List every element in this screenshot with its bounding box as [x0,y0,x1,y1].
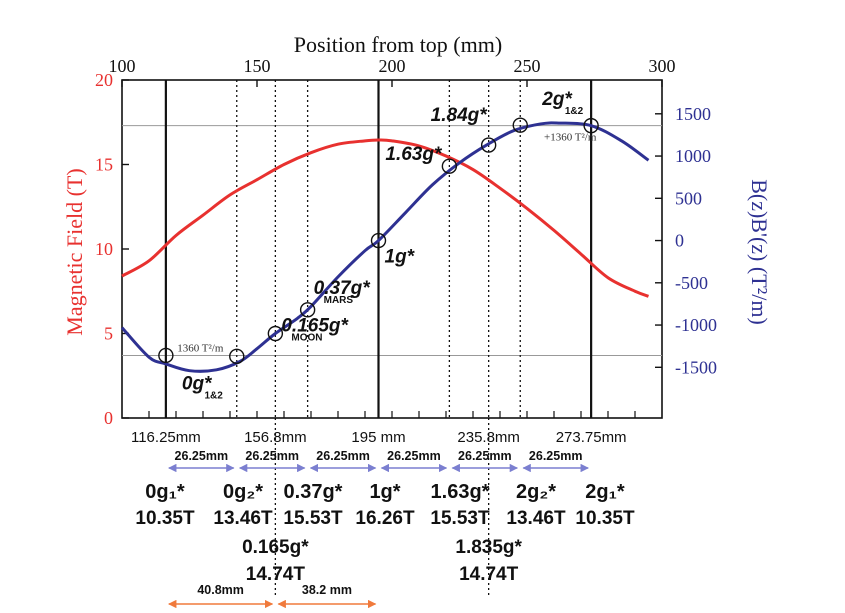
top-axis-title: Position from top (mm) [294,32,502,57]
point-label-subscript: 1&2 [204,390,223,401]
right-axis-tick-label: -1000 [675,315,717,335]
data-point-marker [267,325,284,342]
right-axis-title: B(z)B'(z) (T²/m) [747,179,772,325]
gravity-label: 2g₂* [516,481,556,503]
point-label-subscript: MARS [324,295,354,306]
position-label: 273.75mm [556,429,627,446]
field-value-label: 13.46T [213,508,273,529]
data-point-marker [299,302,316,318]
right-axis-tick-label: 500 [675,188,702,208]
gravity-label: 1g* [369,481,400,503]
left-axis-tick-label: 10 [95,239,113,259]
gravity-label: 2g₁* [585,481,625,503]
field-value-label: 15.53T [430,508,490,529]
field-gradient-curve [120,121,650,373]
point-label: 2g* [541,89,573,110]
point-label: 1.63g* [385,144,443,165]
data-point-marker [441,158,458,174]
field-value-label: 15.53T [283,508,343,529]
position-label: 235.8mm [457,429,520,446]
data-point-marker [480,137,497,153]
point-label: 0.37g* [314,278,372,299]
spacing-label: 26.25mm [529,449,583,463]
left-axis-tick-label: 5 [104,324,113,344]
top-axis-tick-label: 300 [649,56,676,76]
gravity-label: 0g₁* [145,481,185,503]
spacing-label: 26.25mm [316,449,370,463]
spacing-label: 26.25mm [458,449,512,463]
point-label: 1g* [385,247,416,268]
reference-line-label: 1360 T²/m [177,342,224,354]
lower-spacing-label: 38.2 mm [302,583,352,597]
point-label: 1.84g* [431,105,489,126]
position-label: 116.25mm [131,429,201,446]
gravity-label: 0.165g* [242,537,309,558]
point-label: 0g* [182,373,213,394]
right-axis-tick-label: -1500 [675,357,717,377]
field-value-label: 14.74T [246,564,306,585]
left-axis-title: Magnetic Field (T) [62,168,87,335]
top-axis-tick-label: 250 [514,56,541,76]
point-label-subscript: MOON [291,333,322,344]
left-axis-tick-label: 0 [104,408,113,428]
spacing-label: 26.25mm [387,449,441,463]
point-label-subscript: 1&2 [565,106,584,117]
field-value-label: 14.74T [459,564,519,585]
gravity-label: 0.37g* [284,481,343,503]
magnetic-field-curve [121,138,650,298]
right-axis-tick-label: 1000 [675,146,711,166]
gravity-label: 1.835g* [455,537,522,558]
position-label: 195 mm [351,429,405,446]
data-point-marker [370,232,387,249]
point-label: 0.165g* [281,316,349,337]
right-axis-tick-label: 1500 [675,104,711,124]
spacing-label: 26.25mm [245,449,299,463]
reference-line-label: +1360 T²/m [544,132,597,144]
top-axis-tick-label: 200 [379,56,406,76]
left-axis-tick-label: 15 [95,155,113,175]
field-value-label: 13.46T [506,508,566,529]
data-point-marker [158,347,174,364]
data-point-marker [583,117,599,134]
top-axis-tick-label: 150 [244,56,271,76]
spacing-label: 26.25mm [175,449,229,463]
field-value-label: 10.35T [135,508,195,529]
field-value-label: 16.26T [355,508,415,529]
position-label: 156.8mm [244,429,307,446]
right-axis-tick-label: 0 [675,231,684,251]
right-axis-tick-label: -500 [675,273,708,293]
left-axis-tick-label: 20 [95,70,113,90]
field-value-label: 10.35T [575,508,635,529]
lower-spacing-label: 40.8mm [197,583,244,597]
data-point-marker [229,348,245,365]
top-axis-tick-label: 100 [109,56,136,76]
data-point-marker [512,117,528,133]
gravity-label: 0g₂* [223,481,263,503]
gravity-label: 1.63g* [431,481,490,503]
